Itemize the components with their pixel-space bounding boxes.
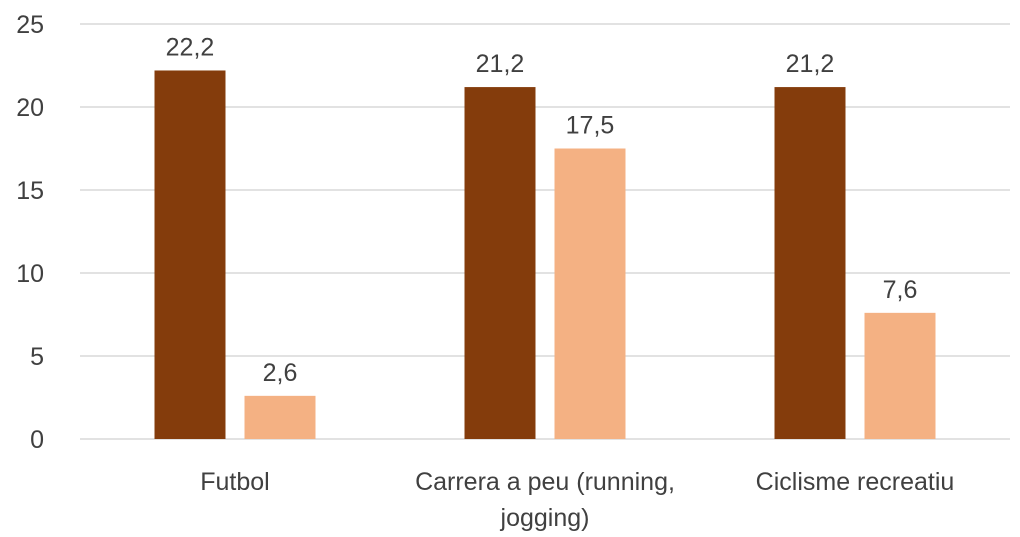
bars	[154, 70, 936, 439]
data-label: 17,5	[566, 112, 615, 140]
data-labels: 22,2 2,6 21,2 17,5 21,2 7,6	[166, 33, 918, 386]
bar-series1-cat2	[464, 87, 536, 439]
bar-series2-cat3	[864, 312, 936, 439]
data-label: 21,2	[476, 50, 525, 78]
bar-series1-cat1	[154, 70, 226, 439]
category-labels: Futbol Carrera a peu (running, jogging) Cic…	[200, 468, 954, 532]
bar-series2-cat2	[554, 148, 626, 439]
bar-series2-cat1	[244, 395, 316, 439]
category-label: jogging)	[500, 504, 590, 532]
y-tick-label: 15	[16, 177, 44, 205]
data-label: 2,6	[263, 359, 298, 387]
y-tick-label: 0	[30, 426, 44, 454]
y-tick-label: 5	[30, 343, 44, 371]
bar-series1-cat3	[774, 87, 846, 439]
data-label: 7,6	[883, 276, 918, 304]
category-label: Futbol	[200, 468, 269, 496]
y-tick-label: 20	[16, 94, 44, 122]
gridlines	[80, 23, 1010, 440]
y-tick-label: 25	[16, 11, 44, 39]
y-axis-tick-labels: 0 5 10 15 20 25	[16, 11, 44, 454]
y-tick-label: 10	[16, 260, 44, 288]
data-label: 21,2	[786, 50, 835, 78]
data-label: 22,2	[166, 33, 215, 61]
category-label: Carrera a peu (running,	[415, 468, 675, 496]
category-label: Ciclisme recreatiu	[756, 468, 955, 496]
